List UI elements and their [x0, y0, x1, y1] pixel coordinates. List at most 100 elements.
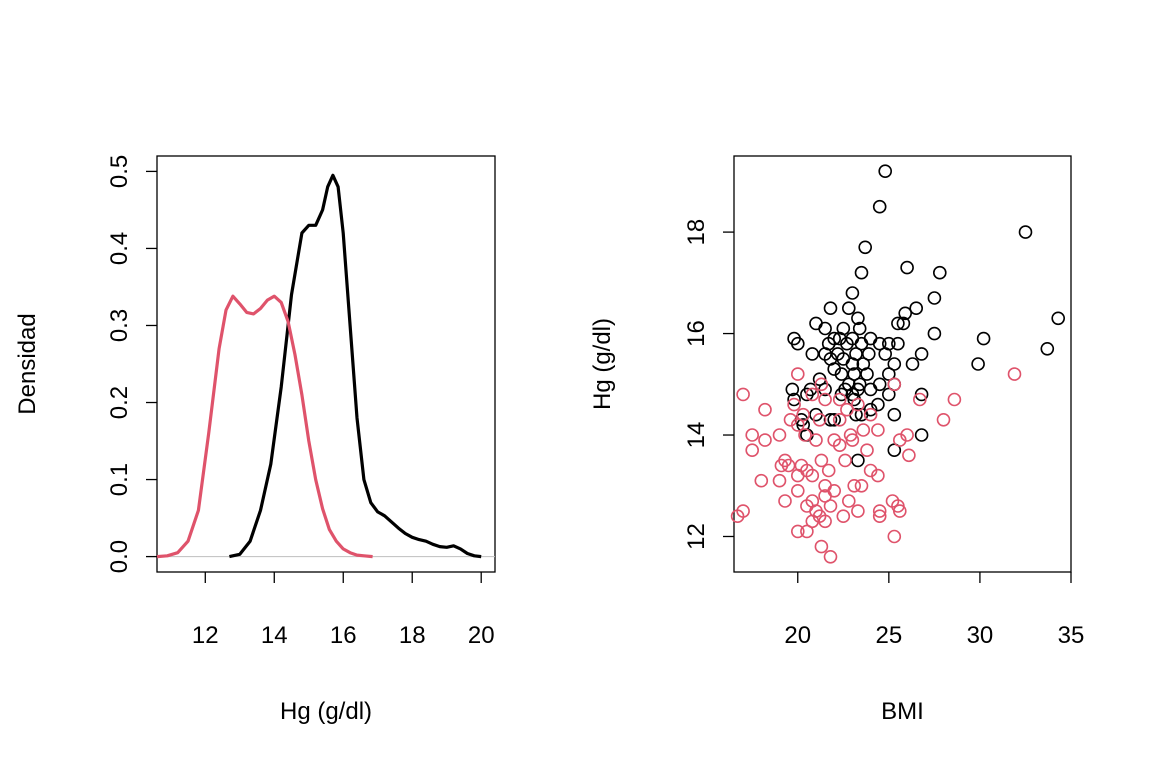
- scatter-point: [847, 478, 862, 493]
- scatter-point: [818, 392, 832, 407]
- scatter-point: [887, 443, 902, 458]
- scatter-point: [790, 524, 805, 539]
- scatter-point: [809, 316, 823, 331]
- scatter-point: [790, 483, 805, 498]
- scatter-point: [878, 164, 893, 178]
- scatter-point: [730, 509, 745, 524]
- scatter-point: [841, 301, 856, 316]
- y-axis-label: Hg (g/dl): [589, 318, 616, 410]
- scatter-point: [887, 407, 902, 422]
- scatter-plot: 20 25 30 35 12 14 16 18 BMI Hg (g/dl): [589, 155, 1084, 725]
- scatter-point: [872, 504, 887, 518]
- scatter-point: [905, 357, 920, 371]
- scatter-point: [863, 407, 878, 422]
- scatter-point: [900, 260, 914, 275]
- scatter-point: [872, 336, 887, 351]
- scatter-point: [976, 331, 991, 346]
- scatter-point: [814, 453, 829, 468]
- y-axis: 12 14 16 18: [683, 219, 734, 550]
- scatter-point: [800, 387, 814, 402]
- scatter-point: [936, 412, 951, 427]
- scatter-point: [805, 347, 820, 361]
- scatter-point: [836, 509, 851, 524]
- density-curve-pink: [156, 294, 373, 559]
- x-axis-label: BMI: [881, 698, 924, 725]
- x-tick-label: 14: [261, 622, 288, 649]
- scatter-point: [814, 377, 829, 392]
- scatter-point: [778, 494, 792, 508]
- y-tick-label: 14: [683, 422, 710, 449]
- scatter-point: [947, 392, 962, 407]
- density-curve-black: [229, 173, 482, 559]
- scatter-series-pink: [730, 367, 1022, 564]
- scatter-point: [774, 458, 789, 473]
- scatter-point: [896, 316, 911, 331]
- scatter-point: [892, 433, 907, 447]
- scatter-point: [892, 504, 907, 518]
- scatter-point: [927, 291, 942, 305]
- scatter-point: [809, 433, 823, 447]
- scatter-point: [927, 326, 942, 341]
- x-axis: 12 14 16 18 20: [192, 572, 495, 649]
- scatter-point: [851, 311, 865, 326]
- scatter-point: [790, 336, 805, 351]
- y-tick-label: 0.3: [106, 309, 133, 342]
- scatter-point: [854, 265, 869, 280]
- scatter-point: [840, 402, 854, 417]
- scatter-point: [832, 392, 847, 407]
- scatter-point: [881, 387, 896, 402]
- scatter-point: [827, 412, 842, 427]
- scatter-point: [805, 468, 820, 483]
- scatter-point: [872, 509, 887, 524]
- scatter-point: [845, 357, 860, 371]
- y-tick-label: 0.0: [106, 540, 133, 573]
- scatter-point: [796, 407, 811, 422]
- scatter-point: [787, 392, 801, 407]
- y-tick-label: 12: [683, 523, 710, 550]
- scatter-point: [971, 357, 985, 371]
- scatter-point: [914, 428, 929, 442]
- scatter-point: [823, 412, 838, 427]
- scatter-point: [805, 387, 820, 402]
- plot-frame: [733, 155, 1072, 573]
- scatter-point: [736, 387, 750, 402]
- x-axis-label: Hg (g/dl): [280, 698, 372, 725]
- y-tick-label: 0.1: [106, 463, 133, 496]
- scatter-point: [1018, 225, 1033, 239]
- scatter-point: [772, 428, 787, 442]
- scatter-point: [823, 301, 838, 316]
- x-axis: 20 25 30 35: [784, 572, 1084, 649]
- scatter-point: [790, 468, 805, 483]
- scatter-point: [1007, 367, 1022, 381]
- y-axis: 0.0 0.1 0.2 0.3 0.4 0.5: [106, 155, 157, 573]
- scatter-point: [827, 483, 842, 498]
- scatter-point: [914, 347, 929, 361]
- plot-frame: [156, 155, 496, 573]
- scatter-point: [887, 357, 902, 371]
- x-tick-label: 25: [875, 622, 902, 649]
- scatter-point: [832, 438, 847, 453]
- x-tick-label: 18: [399, 622, 426, 649]
- scatter-point: [891, 336, 905, 351]
- scatter-point: [871, 468, 885, 483]
- x-tick-label: 20: [784, 622, 811, 649]
- x-tick-label: 12: [192, 622, 219, 649]
- density-plot: 12 14 16 18 20 0.0 0.1 0.2 0.3 0.4 0.5 Hg (g/dl) Den…: [14, 155, 496, 725]
- scatter-point: [902, 448, 916, 463]
- scatter-point: [861, 347, 876, 361]
- scatter-point: [818, 321, 832, 336]
- scatter-point: [854, 478, 869, 493]
- y-tick-label: 16: [683, 320, 710, 347]
- scatter-point: [891, 316, 905, 331]
- scatter-point: [787, 397, 801, 412]
- x-tick-label: 30: [967, 622, 994, 649]
- scatter-point: [838, 453, 852, 468]
- scatter-point: [832, 412, 847, 427]
- scatter-point: [798, 428, 812, 442]
- scatter-point: [909, 301, 924, 316]
- scatter-point: [845, 433, 860, 447]
- scatter-point: [860, 367, 874, 381]
- scatter-point: [881, 367, 896, 381]
- y-tick-label: 0.2: [106, 386, 133, 419]
